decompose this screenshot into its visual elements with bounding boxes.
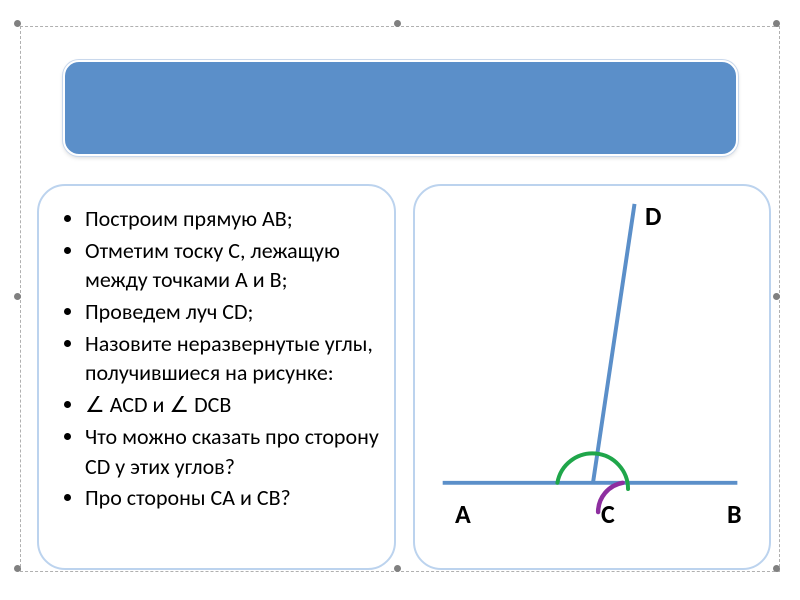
step-item: Построим прямую АВ;	[85, 204, 386, 234]
selection-dot	[773, 20, 780, 27]
point-label-c: C	[601, 498, 615, 530]
diagram-panel: A B C D	[413, 184, 771, 570]
step-item: Что можно сказать про сторону CD у этих …	[85, 422, 386, 481]
selection-dot	[14, 293, 21, 300]
step-item: Проведем луч CD;	[85, 297, 386, 327]
selection-dot	[773, 565, 780, 572]
step-item: Отметим тоску С, лежащую между точками А…	[85, 236, 386, 295]
steps-list: Построим прямую АВ;Отметим тоску С, лежа…	[85, 204, 386, 513]
title-banner	[63, 60, 738, 156]
steps-panel: Построим прямую АВ;Отметим тоску С, лежа…	[37, 184, 396, 570]
step-item: Про стороны СА и СВ?	[85, 483, 386, 513]
selection-dot	[394, 565, 401, 572]
step-item: Назовите неразвернутые углы, получившиес…	[85, 329, 386, 388]
step-item: ∠ ACD и ∠ DCB	[85, 390, 386, 420]
selection-dot	[394, 20, 401, 27]
selection-dot	[14, 20, 21, 27]
selection-dot	[14, 565, 21, 572]
point-label-d: D	[645, 200, 661, 232]
point-label-b: B	[727, 498, 742, 530]
selection-dot	[773, 293, 780, 300]
point-label-a: A	[455, 498, 471, 530]
